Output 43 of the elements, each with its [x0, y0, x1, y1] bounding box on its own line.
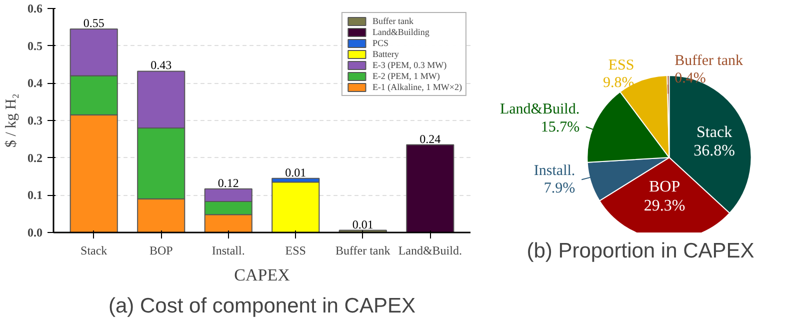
legend-label: Buffer tank	[372, 16, 414, 26]
total-label: 0.01	[352, 217, 374, 232]
y-tick-label: 0.3	[28, 114, 42, 128]
x-axis-title: CAPEX	[234, 266, 290, 284]
y-axis-title: $ / kg H₂	[4, 94, 20, 148]
legend-label: E-3 (PEM, 0.3 MW)	[372, 60, 447, 70]
slice-label: Install.	[534, 163, 576, 180]
total-label: 0.12	[218, 176, 239, 190]
legend-label: Land&Building	[372, 27, 430, 37]
y-tick-label: 0.1	[28, 188, 42, 202]
total-label: 0.43	[150, 58, 172, 72]
total-label: 0.24	[420, 132, 441, 146]
x-tick-label: Buffer tank	[336, 244, 390, 258]
bar	[272, 182, 320, 232]
x-tick-label: Land&Build.	[398, 244, 462, 258]
y-tick-label: 0.0	[28, 226, 42, 240]
slice-label: Buffer tank	[674, 52, 744, 69]
y-tick-label: 0.4	[28, 76, 42, 90]
text: (a) Cost of component in CAPEX	[108, 294, 416, 318]
legend-label: E-1 (Alkaline, 1 MW×2)	[372, 82, 462, 92]
slice-label: Land&Build.	[500, 102, 580, 118]
data-label: 7.9%	[544, 180, 576, 197]
x-tick-label: Stack	[80, 244, 108, 258]
y-tick-label: 0.2	[28, 150, 42, 165]
legend-label: PCS	[372, 38, 390, 48]
data-label: 15.7%	[540, 119, 580, 136]
slice-label: ESS	[608, 57, 634, 74]
legend-label: E-2 (PEM, 1 MW)	[372, 71, 440, 81]
y-tick-label: 0.5	[28, 38, 42, 53]
data-label: 36.8%	[694, 142, 735, 160]
y-tick-label: 0.6	[28, 2, 42, 16]
total-label: 0.55	[83, 16, 104, 30]
data-label: 9.8%	[602, 75, 634, 92]
slice-label: Stack	[696, 124, 732, 141]
legend-label: Battery	[372, 49, 399, 59]
data-label: 29.3%	[644, 197, 686, 214]
x-tick-label: ESS	[285, 244, 306, 258]
x-tick-label: BOP	[149, 244, 174, 258]
data-label: 0.01	[285, 165, 306, 180]
slice-label: BOP	[649, 178, 680, 196]
text: (b) Proportion in CAPEX	[526, 240, 754, 262]
bar	[406, 144, 454, 232]
x-tick-label: Install.	[212, 244, 245, 258]
